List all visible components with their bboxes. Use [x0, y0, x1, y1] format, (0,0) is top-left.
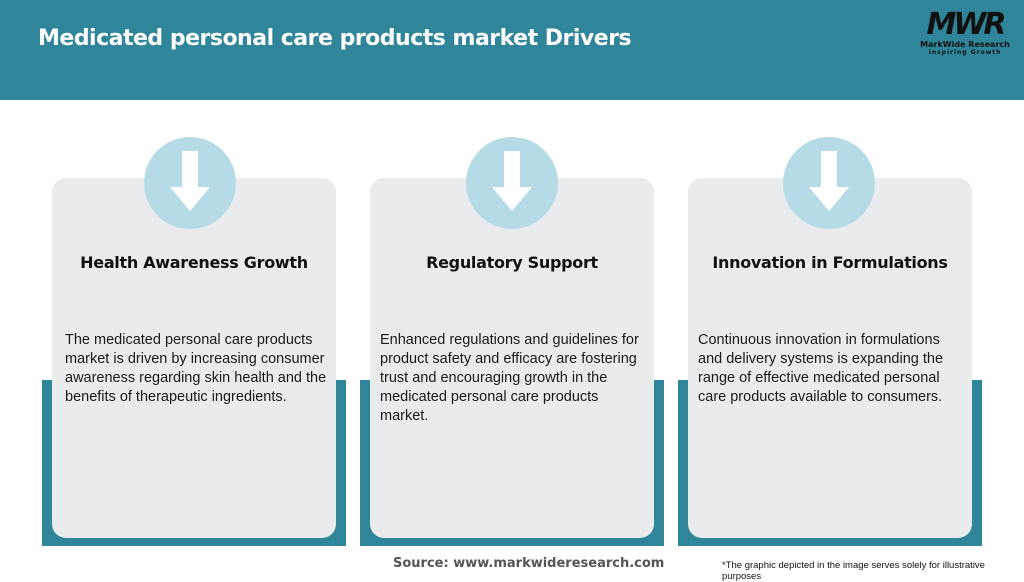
logo-tagline: Inspiring Growth	[928, 49, 1002, 56]
arrow-down-icon	[144, 137, 236, 229]
header-banner	[0, 0, 1024, 100]
card-title: Health Awareness Growth	[80, 253, 308, 272]
logo: MWR MarkWide Research Inspiring Growth	[920, 7, 1010, 57]
page-title: Medicated personal care products market …	[38, 26, 632, 51]
driver-card	[688, 178, 972, 538]
driver-card	[52, 178, 336, 538]
source-text: Source: www.markwideresearch.com	[393, 556, 665, 571]
driver-card	[370, 178, 654, 538]
disclaimer-note: *The graphic depicted in the image serve…	[722, 560, 985, 582]
arrow-down-icon	[783, 137, 875, 229]
logo-name: MarkWide Research	[920, 40, 1010, 49]
card-text: The medicated personal care products mar…	[65, 332, 327, 405]
card-text: Continuous innovation in formulations an…	[698, 332, 944, 405]
logo-mark: MWR	[926, 7, 1006, 42]
card-title: Innovation in Formulations	[712, 253, 948, 272]
card-text: Enhanced regulations and guidelines for …	[380, 332, 639, 424]
card-title: Regulatory Support	[426, 253, 598, 272]
arrow-down-icon	[466, 137, 558, 229]
